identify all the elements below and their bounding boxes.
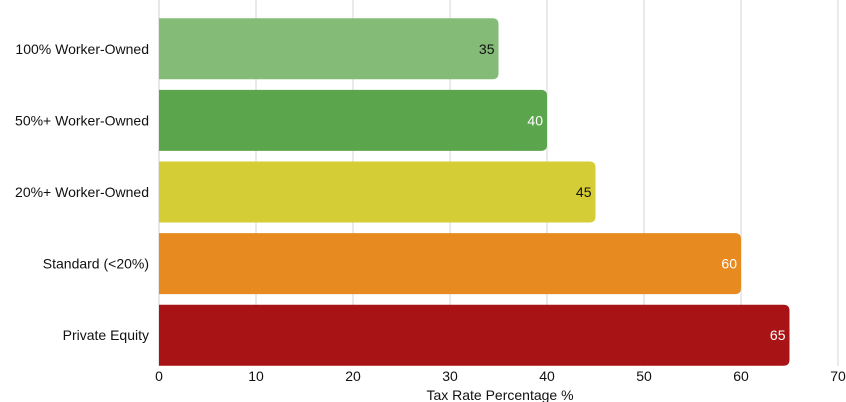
- bars: [159, 18, 790, 366]
- category-labels: 100% Worker-Owned 50%+ Worker-Owned 20%+ W…: [15, 41, 149, 343]
- category-label: 20%+ Worker-Owned: [15, 184, 149, 200]
- x-tick-label: 40: [539, 368, 555, 384]
- value-labels: 35 40 45 60 65: [479, 41, 786, 343]
- bar-value-label: 60: [721, 256, 737, 272]
- bar: [159, 18, 499, 80]
- bar: [159, 89, 547, 151]
- category-label: 100% Worker-Owned: [15, 41, 149, 57]
- category-label: Standard (<20%): [43, 256, 149, 272]
- bar: [159, 161, 596, 223]
- x-tick-label: 30: [442, 368, 458, 384]
- bar: [159, 233, 741, 295]
- x-axis-title: Tax Rate Percentage %: [426, 387, 573, 402]
- bar: [159, 304, 790, 366]
- x-tick-label: 60: [733, 368, 749, 384]
- bar-value-label: 35: [479, 41, 495, 57]
- x-tick-labels: 0 10 20 30 40 50 60 70: [155, 368, 846, 384]
- x-tick-label: 70: [830, 368, 846, 384]
- category-label: 50%+ Worker-Owned: [15, 112, 149, 128]
- bar-value-label: 65: [770, 327, 786, 343]
- bar-value-label: 40: [527, 112, 543, 128]
- x-tick-label: 10: [248, 368, 264, 384]
- bar-value-label: 45: [576, 184, 592, 200]
- category-label: Private Equity: [63, 327, 149, 343]
- x-tick-label: 0: [155, 368, 163, 384]
- x-tick-label: 50: [636, 368, 652, 384]
- x-tick-label: 20: [345, 368, 361, 384]
